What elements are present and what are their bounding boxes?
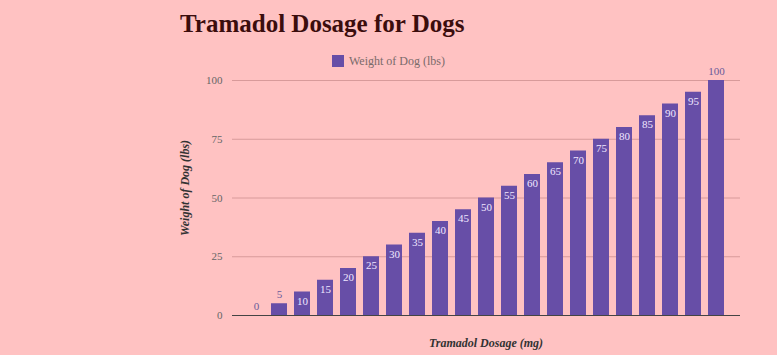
svg-text:55: 55 bbox=[504, 189, 516, 201]
svg-text:85: 85 bbox=[642, 118, 654, 130]
html-text:Tramadol Dosage for Dogs: Tramadol Dosage for Dogs bbox=[180, 10, 465, 37]
svg-text:60: 60 bbox=[527, 177, 539, 189]
svg-text:20: 20 bbox=[343, 271, 355, 283]
svg-text:0: 0 bbox=[254, 300, 260, 312]
svg-text:10: 10 bbox=[297, 295, 309, 307]
svg-text:25: 25 bbox=[212, 250, 224, 262]
svg-text:75: 75 bbox=[212, 133, 224, 145]
svg-text:15: 15 bbox=[320, 283, 332, 295]
svg-text:35: 35 bbox=[412, 236, 424, 248]
html-text:Weight of Dog (lbs): Weight of Dog (lbs) bbox=[177, 139, 192, 237]
svg-text:50: 50 bbox=[481, 201, 493, 213]
svg-text:45: 45 bbox=[458, 212, 470, 224]
svg-text:80: 80 bbox=[619, 130, 631, 142]
svg-text:70: 70 bbox=[573, 154, 585, 166]
svg-text:90: 90 bbox=[665, 107, 677, 119]
html-text:Tramadol Dosage (mg): Tramadol Dosage (mg) bbox=[428, 336, 544, 350]
svg-text:75: 75 bbox=[596, 142, 608, 154]
svg-text:5: 5 bbox=[277, 288, 283, 300]
svg-text:100: 100 bbox=[206, 74, 223, 86]
svg-text:95: 95 bbox=[688, 95, 700, 107]
svg-text:100: 100 bbox=[708, 65, 725, 77]
svg-text:65: 65 bbox=[550, 165, 562, 177]
html-text:Weight of Dog (lbs): Weight of Dog (lbs) bbox=[349, 54, 445, 68]
svg-text:50: 50 bbox=[212, 192, 224, 204]
svg-text:0: 0 bbox=[217, 309, 223, 321]
svg-text:40: 40 bbox=[435, 224, 447, 236]
svg-text:25: 25 bbox=[366, 259, 378, 271]
svg-text:30: 30 bbox=[389, 248, 401, 260]
